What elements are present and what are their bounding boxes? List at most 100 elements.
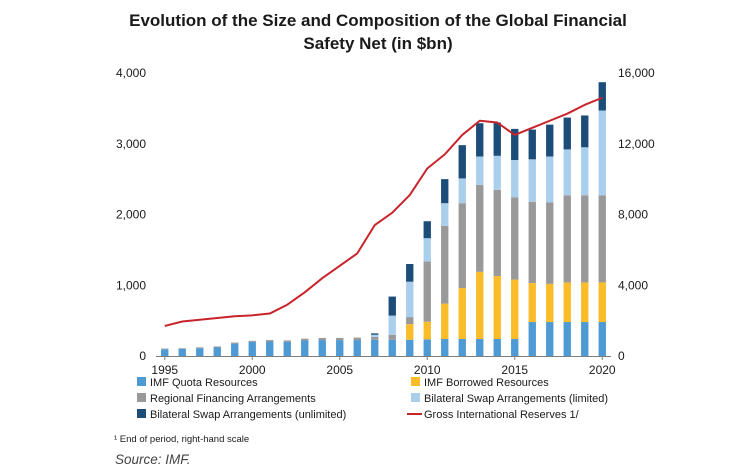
bar-imf-quota-resources-2020 — [598, 322, 606, 356]
bar-regional-financing-arrangements-2012 — [458, 203, 466, 289]
legend-label-gross-international-reserves-1: Gross International Reserves 1/ — [424, 409, 580, 421]
bar-regional-financing-arrangements-2003 — [301, 338, 309, 341]
bar-regional-financing-arrangements-2015 — [511, 197, 519, 280]
bar-imf-borrowed-resources-2019 — [581, 282, 589, 323]
right-axis-tick-label: 16,000 — [618, 66, 655, 80]
bar-bilateral-swap-arrangements-limited-2011 — [441, 203, 449, 226]
x-axis-tick-label: 1995 — [151, 363, 178, 377]
bar-regional-financing-arrangements-2005 — [336, 337, 344, 341]
left-axis-tick-label: 4,000 — [116, 66, 146, 80]
bar-imf-quota-resources-1999 — [231, 343, 239, 356]
bar-imf-quota-resources-2001 — [266, 341, 274, 356]
bar-imf-borrowed-resources-2015 — [511, 279, 519, 340]
bar-imf-quota-resources-2018 — [563, 322, 571, 356]
reserves-line-group — [164, 96, 603, 327]
source-note: Source: IMF. — [115, 452, 191, 467]
legend-swatch-imf-quota-resources — [137, 377, 146, 386]
bar-bilateral-swap-arrangements-unlimited-2013 — [476, 123, 484, 157]
bar-imf-quota-resources-2015 — [511, 339, 519, 356]
bar-bilateral-swap-arrangements-limited-2012 — [458, 178, 466, 204]
x-axis-ticks: 1995 2000 2005 2010 2015 2020 — [151, 356, 616, 377]
bar-imf-quota-resources-2016 — [528, 322, 536, 356]
right-axis-tick-label: 4,000 — [618, 278, 648, 292]
bar-regional-financing-arrangements-2009 — [406, 317, 414, 325]
left-axis-tick-label: 3,000 — [116, 137, 146, 151]
bar-imf-quota-resources-2007 — [371, 339, 379, 356]
bar-bilateral-swap-arrangements-unlimited-2016 — [528, 129, 536, 160]
chart-title: Evolution of the Size and Composition of… — [0, 9, 756, 55]
bar-bilateral-swap-arrangements-unlimited-2010 — [423, 221, 431, 239]
right-axis-tick-label: 12,000 — [618, 137, 655, 151]
bar-bilateral-swap-arrangements-unlimited-2009 — [406, 264, 414, 282]
bar-imf-quota-resources-2012 — [458, 339, 466, 356]
bar-imf-quota-resources-2000 — [248, 341, 256, 356]
bar-imf-borrowed-resources-2017 — [546, 283, 554, 323]
bar-imf-quota-resources-2002 — [283, 341, 291, 356]
bar-imf-quota-resources-2009 — [406, 339, 414, 356]
bar-imf-quota-resources-2005 — [336, 340, 344, 356]
bar-imf-quota-resources-2010 — [423, 339, 431, 356]
bar-imf-borrowed-resources-2013 — [476, 271, 484, 340]
bar-bilateral-swap-arrangements-unlimited-2008 — [388, 296, 396, 316]
x-axis-tick-label: 2000 — [239, 363, 266, 377]
left-axis-tick-label: 2,000 — [116, 208, 146, 222]
legend-label-bilateral-swap-arrangements-unlimited: Bilateral Swap Arrangements (unlimited) — [150, 409, 346, 421]
right-axis-tick-label: 8,000 — [618, 208, 648, 222]
bar-regional-financing-arrangements-2011 — [441, 225, 449, 304]
bar-imf-borrowed-resources-2009 — [406, 324, 414, 340]
bar-regional-financing-arrangements-2006 — [353, 337, 361, 341]
bar-regional-financing-arrangements-1998 — [213, 346, 221, 348]
bar-imf-borrowed-resources-2011 — [441, 303, 449, 340]
bar-bilateral-swap-arrangements-limited-2014 — [493, 155, 501, 190]
bar-bilateral-swap-arrangements-limited-2008 — [388, 315, 396, 335]
bar-imf-quota-resources-2013 — [476, 339, 484, 356]
bar-bilateral-swap-arrangements-limited-2010 — [423, 238, 431, 262]
bar-regional-financing-arrangements-2002 — [283, 340, 291, 342]
footnote: ¹ End of period, right-hand scale — [114, 434, 250, 445]
bar-bilateral-swap-arrangements-unlimited-2014 — [493, 122, 501, 156]
legend-swatch-regional-financing-arrangements — [137, 393, 146, 402]
bar-bilateral-swap-arrangements-unlimited-2020 — [598, 82, 606, 111]
bar-imf-borrowed-resources-2014 — [493, 276, 501, 340]
bar-bilateral-swap-arrangements-unlimited-2018 — [563, 117, 571, 150]
bar-regional-financing-arrangements-2019 — [581, 195, 589, 283]
bar-bilateral-swap-arrangements-limited-2009 — [406, 281, 414, 318]
bar-bilateral-swap-arrangements-limited-2019 — [581, 147, 589, 196]
bar-regional-financing-arrangements-2017 — [546, 202, 554, 284]
bar-imf-quota-resources-1995 — [161, 349, 169, 356]
legend-label-regional-financing-arrangements: Regional Financing Arrangements — [150, 393, 316, 405]
left-axis-tick-label: 1,000 — [116, 278, 146, 292]
bar-imf-quota-resources-1997 — [196, 348, 204, 356]
bar-imf-quota-resources-2006 — [353, 340, 361, 356]
bar-imf-quota-resources-2004 — [318, 340, 326, 356]
right-axis-ticks: 0 4,000 8,000 12,000 16,000 — [618, 66, 655, 363]
bar-imf-quota-resources-2003 — [301, 340, 309, 356]
x-axis-tick-label: 2020 — [589, 363, 616, 377]
chart-title-line-1: Evolution of the Size and Composition of… — [129, 11, 627, 30]
bar-regional-financing-arrangements-2013 — [476, 184, 484, 272]
bar-bilateral-swap-arrangements-unlimited-2019 — [581, 115, 589, 148]
bar-imf-borrowed-resources-2020 — [598, 282, 606, 323]
bar-regional-financing-arrangements-2007 — [371, 336, 379, 340]
chart-title-line-2: Safety Net (in $bn) — [303, 34, 453, 53]
bar-imf-quota-resources-2008 — [388, 339, 396, 356]
legend-swatch-imf-borrowed-resources — [411, 377, 420, 386]
bar-regional-financing-arrangements-2004 — [318, 337, 326, 341]
bar-bilateral-swap-arrangements-limited-2013 — [476, 156, 484, 185]
bar-regional-financing-arrangements-2000 — [248, 340, 256, 342]
bar-imf-quota-resources-2011 — [441, 339, 449, 356]
reserves-line — [164, 96, 603, 327]
bar-regional-financing-arrangements-2018 — [563, 195, 571, 283]
legend-label-imf-borrowed-resources: IMF Borrowed Resources — [424, 377, 549, 389]
bar-imf-borrowed-resources-2018 — [563, 282, 571, 323]
bar-bilateral-swap-arrangements-unlimited-2011 — [441, 179, 449, 204]
bar-imf-borrowed-resources-2010 — [423, 321, 431, 340]
legend-label-imf-quota-resources: IMF Quota Resources — [150, 377, 258, 389]
legend: IMF Quota Resources IMF Borrowed Resource… — [137, 377, 608, 421]
bar-bilateral-swap-arrangements-limited-2007 — [371, 334, 379, 337]
bar-regional-financing-arrangements-2016 — [528, 201, 536, 284]
bar-imf-quota-resources-2017 — [546, 322, 554, 356]
bar-bilateral-swap-arrangements-limited-2018 — [563, 149, 571, 196]
